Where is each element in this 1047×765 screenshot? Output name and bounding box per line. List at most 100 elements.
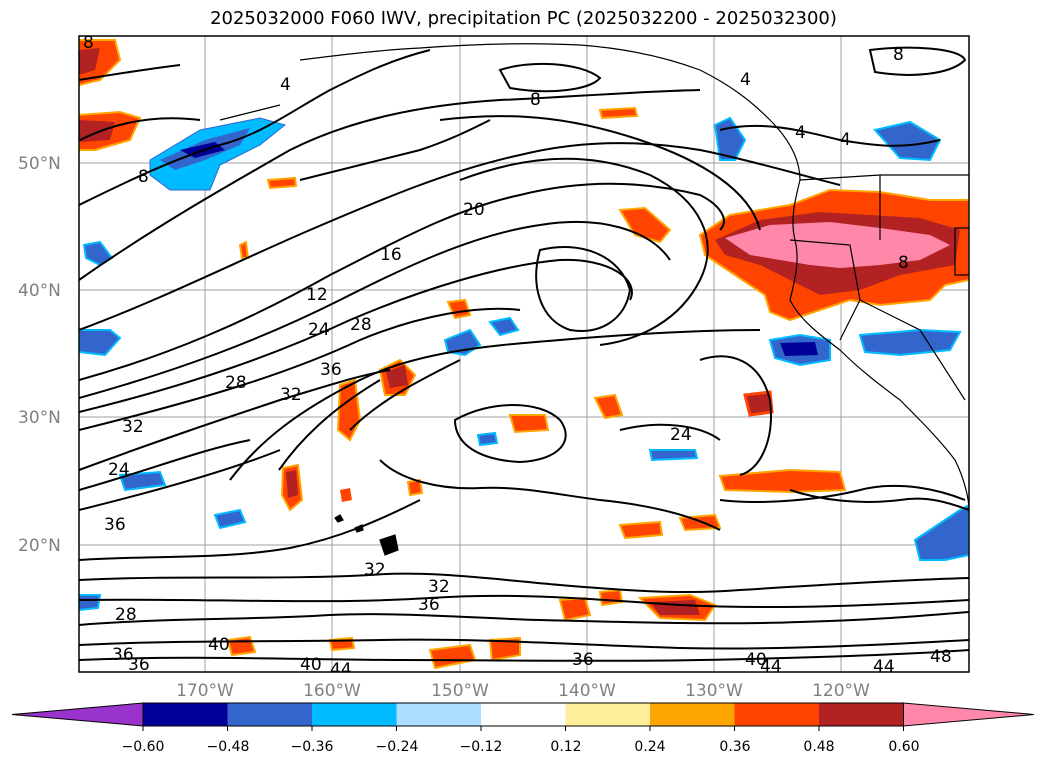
contour-label: 32 [364, 560, 386, 580]
lon-label: 170°W [176, 681, 234, 701]
lon-label: 160°W [303, 681, 361, 701]
precip-positive-patch [508, 414, 550, 434]
precip-negative-patch [118, 470, 167, 492]
lat-label: 20°N [18, 536, 61, 556]
colorbar-ticks: −0.60 −0.48 −0.36 −0.24 −0.12 0.12 0.24 … [122, 739, 920, 755]
precip-positive-patch [725, 222, 950, 268]
contour-label: 8 [83, 33, 94, 53]
contour-label: 40 [745, 650, 767, 670]
chart-title: 2025032000 F060 IWV, precipitation PC (2… [210, 8, 837, 29]
precip-positive-patch [558, 596, 592, 622]
contour-label: 24 [670, 425, 692, 445]
precip-negative-patch [488, 316, 520, 337]
precip-positive-patch [598, 588, 624, 607]
contour-label: 4 [840, 130, 851, 150]
lon-label: 130°W [685, 681, 743, 701]
contour-label: 4 [795, 123, 806, 143]
contour-label: 36 [112, 645, 134, 665]
colorbar-swatch [227, 703, 312, 726]
colorbar-swatch [312, 703, 397, 726]
colorbar-extend-right [903, 702, 1035, 727]
precip-positive-patch [79, 48, 100, 75]
colorbar-extend-left [11, 702, 144, 727]
contour-label: 24 [308, 320, 330, 340]
colorbar-tick-label: 0.60 [888, 739, 919, 755]
colorbar-swatch [819, 703, 904, 726]
contour-label: 36 [572, 650, 594, 670]
colorbar-swatch [143, 703, 228, 726]
precip-positive-patch [238, 240, 250, 259]
colorbar [11, 702, 1035, 731]
lon-label: 150°W [431, 681, 489, 701]
contour-label: 16 [380, 245, 402, 265]
precip-negative-patch [213, 508, 247, 530]
colorbar-swatch [481, 703, 566, 726]
contour-label: 44 [873, 657, 895, 677]
contour-label: 12 [306, 285, 328, 305]
colorbar-tick-label: 0.12 [550, 739, 581, 755]
precip-negative-patch [79, 329, 122, 357]
contour-label: 8 [898, 253, 909, 273]
contour-label: 40 [300, 655, 322, 675]
contour-label: 28 [115, 605, 137, 625]
coastlines [219, 43, 969, 556]
contour-label: 44 [330, 660, 352, 680]
colorbar-tick-label: 0.36 [719, 739, 750, 755]
precip-negative-patch [476, 431, 499, 447]
precip-negative-patch [913, 503, 969, 561]
latitude-labels: 50°N 40°N 30°N 20°N [18, 154, 61, 556]
colorbar-swatch [734, 703, 819, 726]
precip-positive-patch [386, 365, 408, 388]
contour-label: 44 [760, 657, 782, 677]
lat-label: 40°N [18, 281, 61, 301]
colorbar-tick-label: −0.36 [291, 739, 334, 755]
contour-label: 4 [740, 70, 751, 90]
contour-label: 36 [104, 515, 126, 535]
colorbar-tick-label: −0.24 [376, 739, 419, 755]
contour-label: 48 [930, 647, 952, 667]
map-frame [78, 35, 970, 673]
colorbar-swatch [565, 703, 650, 726]
precip-positive-patch [226, 635, 257, 657]
precip-positive-patch [286, 470, 298, 498]
colorbar-frame [142, 702, 904, 727]
contour-label: 8 [138, 167, 149, 187]
contour-label: 40 [208, 635, 230, 655]
precip-positive-patch [340, 488, 352, 502]
lat-label: 50°N [18, 154, 61, 174]
contour-label: 32 [122, 417, 144, 437]
contour-label: 28 [225, 373, 247, 393]
colorbar-tick-label: −0.48 [207, 739, 250, 755]
colorbar-tick-label: −0.60 [122, 739, 165, 755]
contour-label: 28 [350, 315, 372, 335]
contour-label: 36 [418, 595, 440, 615]
iwv-contours [79, 46, 969, 662]
contour-label: 36 [320, 360, 342, 380]
lon-label: 140°W [558, 681, 616, 701]
lon-label: 120°W [812, 681, 870, 701]
contour-label: 36 [128, 655, 150, 675]
precip-positive-patch [743, 390, 774, 417]
precip-negative-patch [79, 594, 102, 612]
precip-positive-patch [618, 520, 664, 540]
contour-label: 20 [463, 200, 485, 220]
contour-label-layer: 4 4 4 4 8 8 8 8 8 12 16 20 24 24 24 28 2… [83, 33, 952, 680]
contour-label: 32 [428, 577, 450, 597]
precip-negative-patch [858, 328, 962, 357]
precip-positive-patch [598, 106, 639, 120]
colorbar-tick-label: −0.12 [460, 739, 503, 755]
colorbar-tick-label: 0.48 [803, 739, 834, 755]
colorbar-tick-label: 0.24 [634, 739, 665, 755]
contour-label: 24 [108, 460, 130, 480]
colorbar-swatch [396, 703, 481, 726]
colorbar-swatch [650, 703, 735, 726]
precip-positive-patch [593, 393, 624, 420]
longitude-labels: 170°W 160°W 150°W 140°W 130°W 120°W [176, 681, 870, 701]
precip-negative-patch [648, 449, 699, 462]
precip-positive-patch [266, 176, 298, 190]
precip-negative-patch [780, 342, 818, 356]
contour-label: 4 [280, 75, 291, 95]
precip-negative-patch [873, 120, 942, 162]
contour-label: 32 [280, 385, 302, 405]
